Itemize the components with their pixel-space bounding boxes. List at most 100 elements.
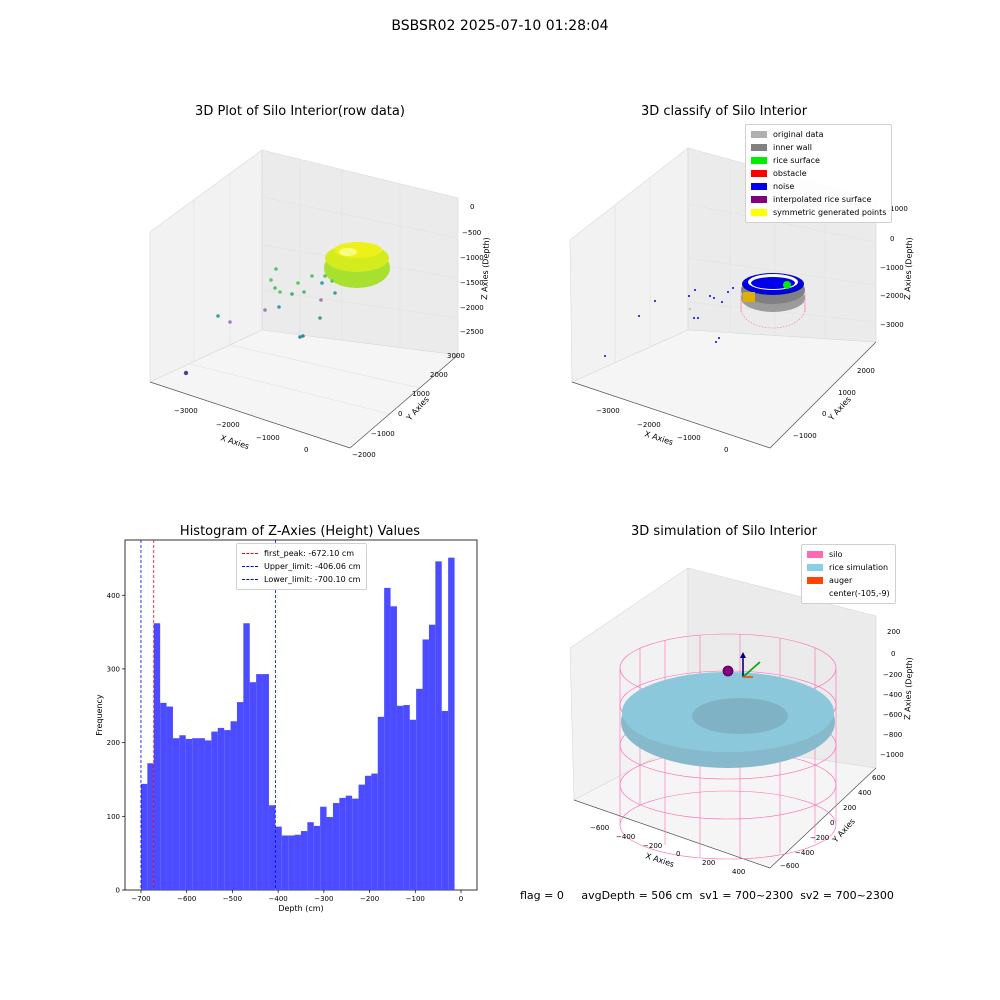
simulation-auger-marker	[722, 652, 761, 678]
histogram-bar	[268, 805, 276, 890]
raw-xtick: −2000	[216, 421, 240, 429]
histogram-bar	[339, 797, 346, 890]
histogram-bar	[294, 834, 301, 890]
simulation-ztick: −200	[883, 671, 902, 679]
legend-swatch	[807, 564, 823, 571]
legend-label: center(-105,-9)	[829, 589, 890, 598]
histogram-bar	[192, 738, 199, 890]
histogram-bar	[307, 822, 314, 890]
simulation-ztick: 200	[887, 628, 900, 636]
histogram-bar	[332, 803, 340, 890]
classify-ztick: −1000	[880, 264, 904, 272]
histogram-bar	[377, 716, 385, 890]
histogram-bar	[435, 561, 442, 890]
simulation-ytick: 0	[830, 819, 834, 827]
classify-x-ticks: −3000 −2000 −1000 0	[596, 407, 728, 454]
histogram-bar	[198, 738, 205, 890]
histogram-bar	[179, 735, 186, 890]
histogram-bar	[275, 826, 282, 890]
classify-ytick: 0	[822, 410, 826, 418]
legend-swatch	[807, 590, 823, 597]
classify-y-axis-label: Y Axies	[826, 395, 853, 423]
legend-swatch	[751, 170, 767, 177]
simulation-rice-surface	[621, 672, 835, 768]
classify-ytick: 2000	[857, 367, 875, 375]
simulation-panel-title: 3D simulation of Silo Interior	[631, 524, 817, 539]
legend-entry-rice-simulation: rice simulation	[807, 561, 890, 574]
histogram-bar	[396, 705, 404, 890]
histogram-y-axis-label: Frequency	[95, 694, 104, 736]
simulation-xtick: 0	[676, 850, 680, 858]
classify-xtick: 0	[724, 446, 728, 454]
histogram-y-ticks: 0 100 200 300 400	[107, 592, 125, 895]
raw-panel-title: 3D Plot of Silo Interior(row data)	[195, 104, 405, 119]
classify-x-axis-label: X Axies	[643, 429, 674, 447]
histogram-bar	[364, 775, 372, 890]
raw-ytick: 3000	[447, 352, 465, 360]
classify-y-ticks: −1000 0 1000 2000	[793, 367, 875, 440]
histogram-bar	[416, 688, 423, 890]
classify-ytick: −1000	[793, 432, 817, 440]
histogram-bar	[320, 806, 327, 890]
histogram-x-tick-label: −400	[269, 895, 288, 903]
raw-ztick: −500	[462, 229, 481, 237]
histogram-y-tick-label: 200	[107, 739, 120, 747]
raw-z-ticks: 0 −500 −1000 −1500 −2000 −2500	[460, 203, 484, 336]
simulation-ztick: −1000	[880, 751, 904, 759]
histogram-bar	[390, 606, 397, 890]
classify-ztick: −2000	[880, 292, 904, 300]
histogram-bar	[211, 731, 218, 890]
histogram-x-tick-label: −500	[223, 895, 242, 903]
histogram-bar	[300, 831, 308, 890]
histogram-y-tick-label: 400	[107, 592, 120, 600]
raw-ytick: 0	[398, 410, 402, 418]
legend-label: rice simulation	[829, 563, 889, 572]
legend-entry-obstacle: obstacle	[751, 167, 886, 180]
histogram-bar	[243, 623, 250, 890]
legend-entry-lower-limit: Lower_limit: -700.10 cm	[242, 573, 361, 586]
legend-label: interpolated rice surface	[773, 195, 872, 204]
classify-point-cloud	[604, 273, 806, 357]
legend-entry-silo: silo	[807, 548, 890, 561]
figure-title: BSBSR02 2025-07-10 01:28:04	[391, 18, 609, 34]
legend-entry-first-peak: first_peak: -672.10 cm	[242, 547, 361, 560]
legend-line	[242, 553, 258, 554]
histogram-bar	[358, 784, 365, 890]
simulation-xtick: −400	[616, 833, 635, 841]
legend-swatch	[751, 196, 767, 203]
histogram-bar	[147, 763, 154, 890]
legend-entry-center: center(-105,-9)	[807, 587, 890, 600]
legend-label: first_peak: -672.10 cm	[264, 549, 355, 558]
raw-x-ticks: −3000 −2000 −1000 0	[174, 407, 308, 454]
histogram-bar	[166, 706, 173, 890]
raw-ztick: −2000	[460, 304, 484, 312]
simulation-xtick: 400	[732, 868, 745, 876]
histogram-bar	[217, 727, 225, 890]
histogram-bar	[441, 710, 449, 890]
histogram-legend: first_peak: -672.10 cm Upper_limit: -406…	[236, 543, 367, 590]
histogram-reference-lines	[140, 540, 276, 890]
legend-entry-inner-wall: inner wall	[751, 141, 886, 154]
status-footer: flag = 0 avgDepth = 506 cm sv1 = 700~230…	[520, 889, 894, 902]
raw-xtick: −1000	[256, 434, 280, 442]
histogram-bar	[384, 587, 391, 890]
simulation-ytick: 200	[843, 804, 856, 812]
legend-label: inner wall	[773, 143, 813, 152]
simulation-ytick: −400	[795, 849, 814, 857]
raw-xtick: −3000	[174, 407, 198, 415]
classify-ztick: −3000	[880, 321, 904, 329]
simulation-ztick: 0	[891, 650, 895, 658]
histogram-axes: −700 −600 −500 −400 −300 −200 −100 0 0 100 200 300…	[95, 539, 478, 913]
raw-ztick: −1000	[460, 254, 484, 262]
histogram-x-tick-label: 0	[459, 895, 463, 903]
legend-entry-auger: auger	[807, 574, 890, 587]
classify-ztick: 1000	[890, 205, 908, 213]
histogram-bar	[140, 783, 148, 890]
classify-ztick: 0	[890, 235, 894, 243]
simulation-ytick: 600	[872, 774, 885, 782]
raw-ytick: 2000	[430, 371, 448, 379]
histogram-y-tick-label: 0	[116, 887, 120, 895]
legend-swatch	[807, 551, 823, 558]
histogram-bar	[313, 825, 321, 890]
histogram-bar	[403, 705, 410, 890]
